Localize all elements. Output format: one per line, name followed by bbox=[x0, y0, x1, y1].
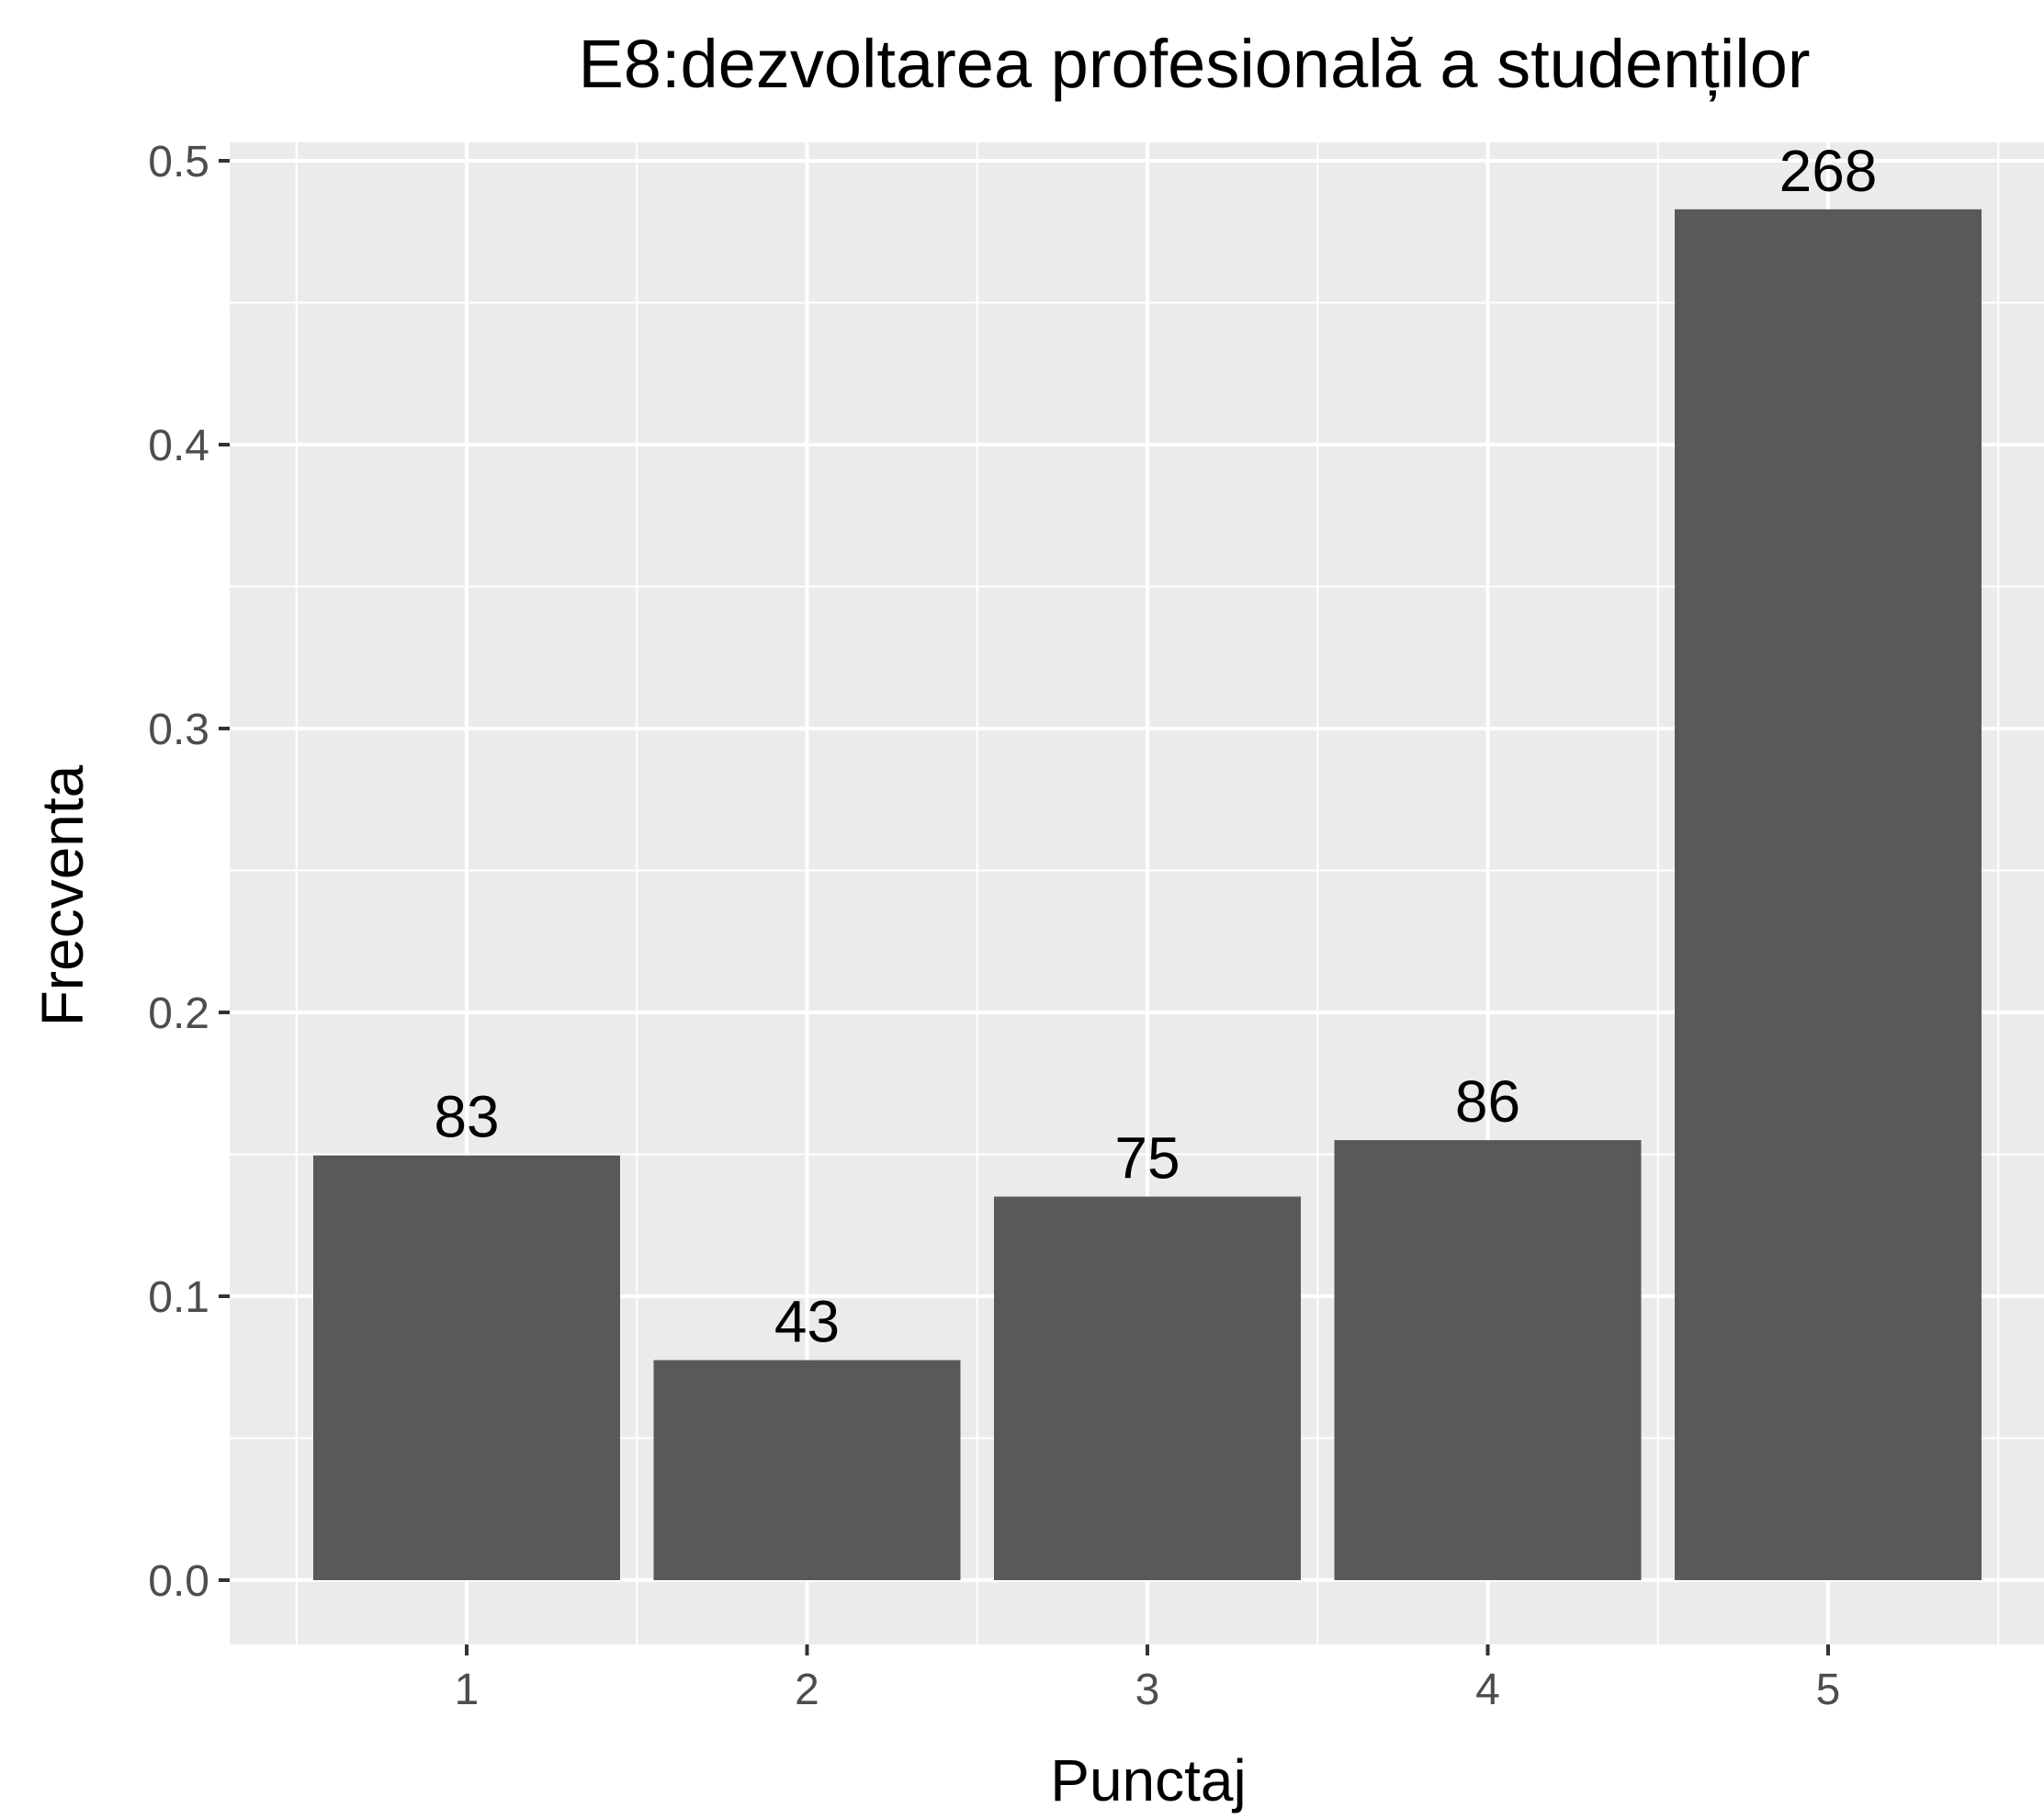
y-tick-label: 0.5 bbox=[148, 138, 209, 186]
y-tick-label: 0.0 bbox=[148, 1557, 209, 1606]
x-axis-title: Punctaj bbox=[1050, 1747, 1246, 1813]
x-tick-label: 4 bbox=[1475, 1666, 1500, 1714]
bar-5 bbox=[1675, 209, 1982, 1581]
bar-3 bbox=[994, 1196, 1301, 1580]
data-label-3: 75 bbox=[1114, 1125, 1180, 1192]
minor-gridlines bbox=[230, 142, 2044, 1644]
chart-title: E8:dezvoltarea profesională a studențilo… bbox=[578, 26, 1810, 102]
y-tick-label: 0.2 bbox=[148, 989, 209, 1038]
x-tick-label: 1 bbox=[455, 1666, 480, 1714]
x-tick-label: 5 bbox=[1816, 1666, 1841, 1714]
data-label-1: 83 bbox=[434, 1084, 499, 1150]
bar-2 bbox=[653, 1360, 961, 1580]
y-axis-title: Frecventa bbox=[29, 764, 96, 1026]
x-tick-label: 2 bbox=[795, 1666, 819, 1714]
y-axis: 0.0 0.1 0.2 0.3 0.4 0.5 bbox=[148, 138, 230, 1606]
data-label-5: 268 bbox=[1779, 138, 1878, 204]
x-axis: 1 2 3 4 5 bbox=[455, 1644, 1841, 1714]
data-labels: 83 43 75 86 268 bbox=[434, 138, 1877, 1355]
data-label-2: 43 bbox=[774, 1289, 840, 1355]
y-tick-label: 0.1 bbox=[148, 1273, 209, 1322]
y-tick-label: 0.3 bbox=[148, 706, 209, 754]
bar-4 bbox=[1334, 1140, 1642, 1580]
x-tick-label: 3 bbox=[1135, 1666, 1160, 1714]
bars bbox=[313, 209, 1982, 1581]
bar-1 bbox=[313, 1155, 620, 1580]
y-tick-label: 0.4 bbox=[148, 422, 209, 470]
data-label-4: 86 bbox=[1455, 1068, 1520, 1135]
